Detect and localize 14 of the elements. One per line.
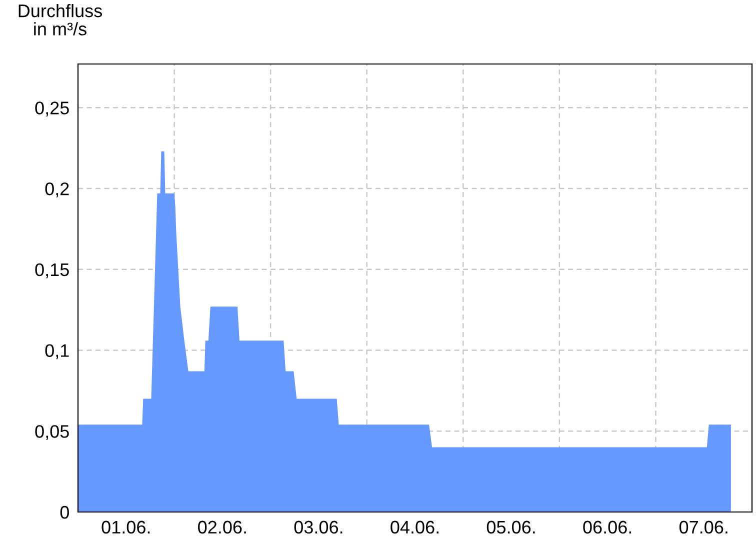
x-tick-label: 03.06. <box>294 520 342 534</box>
y-tick-label: 0,1 <box>45 344 69 360</box>
x-tick-label: 04.06. <box>390 520 438 534</box>
x-tick-label: 02.06. <box>198 520 246 534</box>
x-tick-label: 05.06. <box>486 520 535 534</box>
x-tick-label: 06.06. <box>583 520 632 534</box>
y-tick-label: 0,2 <box>45 182 69 198</box>
x-tick-label: 07.06. <box>679 520 728 534</box>
y-tick-label: 0,25 <box>35 102 69 117</box>
y-tick-label: 0,15 <box>35 263 69 278</box>
y-axis-title: Durchfluss in m³/s <box>18 4 102 36</box>
y-tick-label: 0 <box>60 506 69 519</box>
x-tick-label: 01.06. <box>102 520 150 534</box>
y-tick-label: 0,05 <box>35 425 69 440</box>
